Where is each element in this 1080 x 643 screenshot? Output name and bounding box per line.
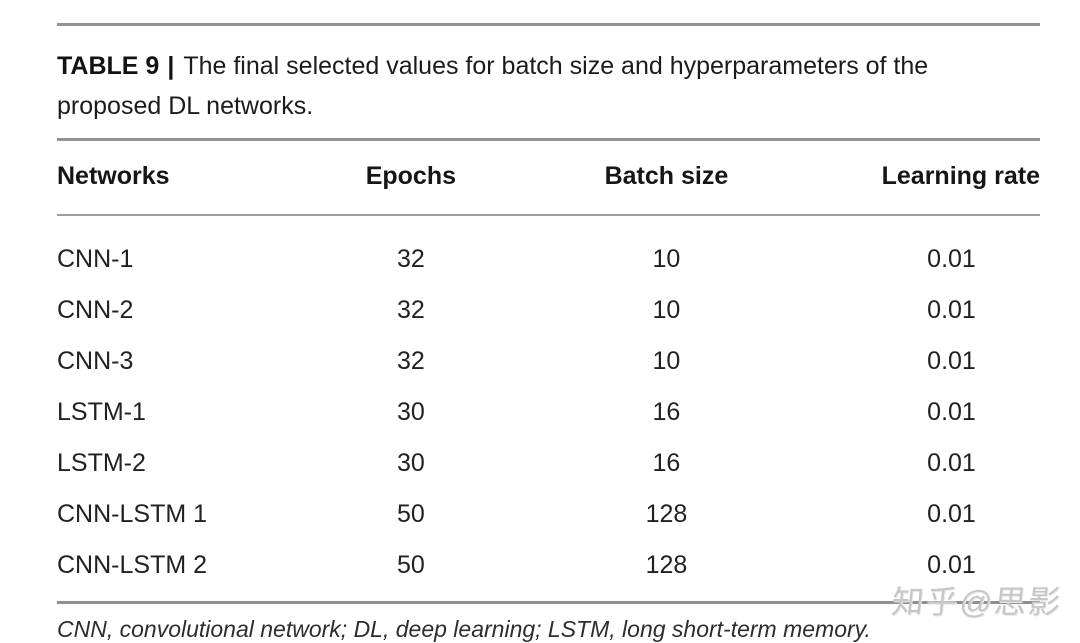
cell-batch-size: 128 bbox=[645, 500, 688, 528]
footnote-divider bbox=[57, 601, 1040, 604]
table-row: CNN-LSTM 2 50 128 0.01 bbox=[57, 540, 1040, 601]
cell-network: CNN-1 bbox=[57, 245, 134, 273]
column-header-epochs: Epochs bbox=[365, 162, 457, 190]
cell-batch-size: 10 bbox=[652, 347, 681, 375]
cell-batch-size: 10 bbox=[652, 245, 681, 273]
cell-network: LSTM-2 bbox=[57, 449, 146, 477]
column-header-learning-rate: Learning rate bbox=[881, 162, 1040, 190]
cell-batch-size: 128 bbox=[645, 551, 688, 579]
table-row: LSTM-2 30 16 0.01 bbox=[57, 438, 1040, 489]
cell-network: CNN-LSTM 1 bbox=[57, 500, 208, 528]
cell-learning-rate: 0.01 bbox=[927, 551, 976, 579]
column-header-networks: Networks bbox=[57, 162, 170, 190]
top-divider bbox=[57, 23, 1040, 26]
table-caption: TABLE 9 | The final selected values for ba… bbox=[57, 46, 1005, 126]
cell-epochs: 32 bbox=[396, 296, 425, 324]
table-row: LSTM-1 30 16 0.01 bbox=[57, 387, 1040, 438]
table-row: CNN-1 32 10 0.01 bbox=[57, 215, 1040, 285]
column-header-batch-size: Batch size bbox=[604, 162, 729, 190]
cell-learning-rate: 0.01 bbox=[927, 500, 976, 528]
cell-learning-rate: 0.01 bbox=[927, 245, 976, 273]
cell-batch-size: 16 bbox=[652, 398, 681, 426]
cell-epochs: 30 bbox=[396, 398, 425, 426]
caption-divider bbox=[57, 138, 1040, 141]
cell-epochs: 32 bbox=[396, 347, 425, 375]
cell-epochs: 50 bbox=[396, 551, 425, 579]
cell-learning-rate: 0.01 bbox=[927, 398, 976, 426]
table-caption-label: TABLE 9 bbox=[57, 52, 160, 80]
table-caption-text: The final selected values for batch size… bbox=[57, 52, 929, 120]
cell-network: LSTM-1 bbox=[57, 398, 146, 426]
cell-network: CNN-3 bbox=[57, 347, 134, 375]
table-header-row: Networks Epochs Batch size Learning rate bbox=[57, 141, 1040, 215]
table-caption-separator: | bbox=[167, 52, 175, 80]
cell-epochs: 30 bbox=[396, 449, 425, 477]
cell-learning-rate: 0.01 bbox=[927, 347, 976, 375]
cell-batch-size: 10 bbox=[652, 296, 681, 324]
table-content: TABLE 9 | The final selected values for ba… bbox=[57, 0, 1040, 643]
hyperparameters-table: Networks Epochs Batch size Learning rate… bbox=[57, 141, 1040, 601]
cell-learning-rate: 0.01 bbox=[927, 449, 976, 477]
cell-network: CNN-LSTM 2 bbox=[57, 551, 208, 579]
table-footnote: CNN, convolutional network; DL, deep lea… bbox=[57, 616, 871, 642]
cell-epochs: 50 bbox=[396, 500, 425, 528]
cell-epochs: 32 bbox=[396, 245, 425, 273]
cell-network: CNN-2 bbox=[57, 296, 134, 324]
cell-learning-rate: 0.01 bbox=[927, 296, 976, 324]
table-row: CNN-3 32 10 0.01 bbox=[57, 336, 1040, 387]
table-row: CNN-2 32 10 0.01 bbox=[57, 285, 1040, 336]
cell-batch-size: 16 bbox=[652, 449, 681, 477]
table-row: CNN-LSTM 1 50 128 0.01 bbox=[57, 489, 1040, 540]
